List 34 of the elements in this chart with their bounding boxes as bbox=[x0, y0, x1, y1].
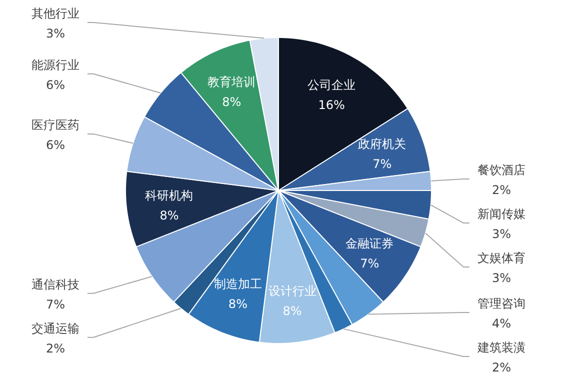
slice-label: 文娱体育 bbox=[478, 251, 526, 266]
data-label: 3% bbox=[46, 26, 66, 40]
slice-label: 管理咨询 bbox=[478, 296, 526, 310]
data-label: 2% bbox=[492, 183, 512, 198]
data-label: 7% bbox=[46, 297, 66, 312]
slice-label: 医疗医药 bbox=[32, 118, 80, 132]
data-label: 2% bbox=[492, 360, 512, 374]
slice-label: 建筑装潢 bbox=[476, 340, 526, 354]
data-label: 8% bbox=[282, 304, 302, 318]
data-label: 6% bbox=[46, 78, 66, 92]
slice-label: 制造加工 bbox=[214, 276, 262, 291]
data-label: 7% bbox=[372, 157, 392, 172]
slice-label: 通信科技 bbox=[32, 277, 80, 292]
data-label: 8% bbox=[160, 208, 179, 222]
data-label: 3% bbox=[492, 271, 512, 286]
data-label: 8% bbox=[222, 94, 242, 109]
slice-label: 政府机关 bbox=[358, 137, 406, 152]
slice-label: 教育培训 bbox=[208, 74, 256, 89]
data-label: 16% bbox=[318, 98, 345, 112]
slice-label: 科研机构 bbox=[145, 188, 194, 202]
slice-label: 设计行业 bbox=[268, 284, 316, 298]
slice-label: 新闻传媒 bbox=[478, 207, 526, 222]
data-label: 4% bbox=[492, 316, 512, 330]
slice-label: 其他行业 bbox=[32, 6, 80, 20]
slice-label: 金融证券 bbox=[346, 236, 394, 250]
data-label: 3% bbox=[492, 227, 512, 242]
slice-label: 交通运输 bbox=[32, 321, 80, 336]
data-label: 6% bbox=[46, 138, 66, 152]
slice-label: 能源行业 bbox=[32, 58, 80, 72]
data-label: 8% bbox=[228, 296, 248, 311]
data-label: 7% bbox=[360, 256, 380, 270]
slice-label: 餐饮酒店 bbox=[478, 163, 526, 178]
slice-label: 公司企业 bbox=[308, 78, 356, 92]
data-label: 2% bbox=[46, 341, 66, 356]
